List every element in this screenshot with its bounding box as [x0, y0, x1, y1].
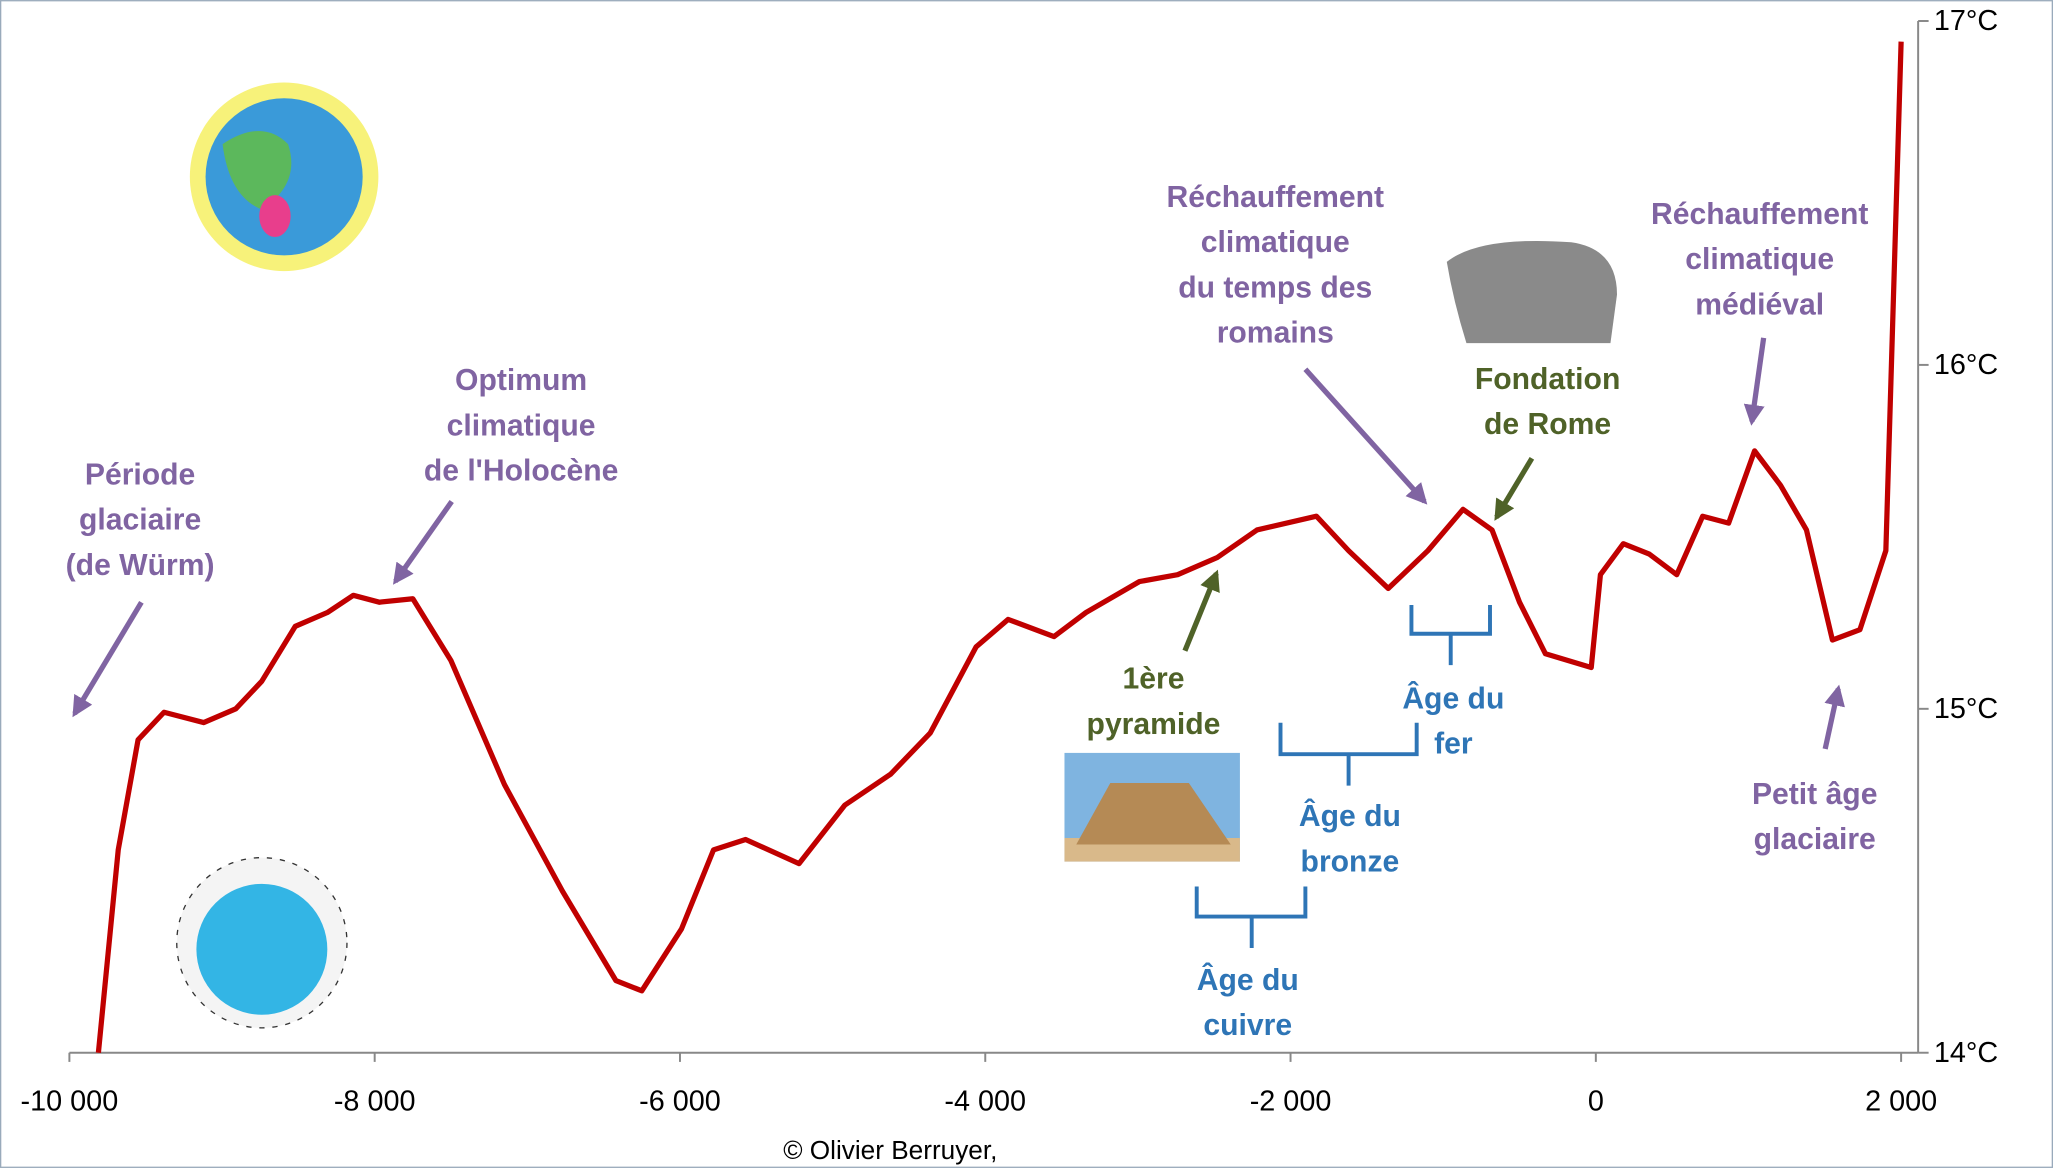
annotation: Âge du cuivre — [1197, 963, 1299, 1042]
annotation-line: climatique — [1201, 226, 1350, 259]
annotation-line: climatique — [447, 409, 596, 442]
braces — [1197, 605, 1490, 948]
annotation-line: Fondation — [1475, 363, 1621, 396]
annotation: Fondation de Rome — [1475, 363, 1621, 441]
annotation-line: du temps des — [1178, 271, 1372, 304]
annotation-line: Petit âge — [1752, 778, 1878, 811]
annotation-line: Âge du — [1197, 963, 1299, 997]
credit: © Olivier Berruyer, — [783, 1135, 997, 1165]
hot-earth — [190, 83, 379, 272]
annotation-line: fer — [1434, 728, 1473, 761]
arrow — [1185, 574, 1216, 651]
x-tick-label: -6 000 — [639, 1085, 721, 1117]
y-tick-label: 16°C — [1934, 349, 1998, 381]
earth — [196, 884, 327, 1015]
x-tick-label: 0 — [1588, 1085, 1604, 1117]
annotation-line: Âge du — [1299, 799, 1401, 833]
annotation-line: Réchauffement — [1651, 198, 1869, 231]
annotation-line: (de Würm) — [66, 549, 215, 582]
annotation-line: glaciaire — [79, 504, 201, 537]
annotation-line: glaciaire — [1754, 823, 1876, 856]
annotation-line: bronze — [1301, 845, 1400, 878]
wolf — [1447, 241, 1617, 343]
annotation-line: de Rome — [1484, 408, 1611, 441]
annotation: Période glaciaire (de Würm) — [66, 458, 215, 581]
arrow — [75, 602, 142, 713]
arrow — [1752, 338, 1764, 422]
arrow — [1497, 458, 1532, 517]
annotation: Réchauffement climatique médiéval — [1651, 198, 1869, 321]
y-tick-label: 17°C — [1934, 5, 1998, 37]
page: {"chart_data": { "type": "line", "x": [-… — [0, 0, 2053, 1168]
x-tick-label: -10 000 — [21, 1085, 119, 1117]
annotation-line: Période — [85, 458, 195, 491]
annotation-line: médiéval — [1695, 288, 1824, 321]
annotation-line: pyramide — [1087, 708, 1221, 741]
annotation: Réchauffement climatique du temps des romai… — [1167, 181, 1385, 350]
brace — [1281, 723, 1417, 786]
chart: © Olivier Berruyer, 14°C 15°C 16°C 17°C -10 … — [0, 0, 2053, 1168]
annotation-line: Optimum — [455, 364, 587, 397]
annotation-line: romains — [1217, 316, 1334, 349]
x-tick-label: -4 000 — [944, 1085, 1026, 1117]
frozen-earth — [177, 858, 347, 1028]
arrow — [395, 502, 451, 582]
arrow — [1305, 369, 1424, 501]
annotation: Optimum climatique de l'Holocène — [424, 364, 619, 487]
y-tick-label: 14°C — [1934, 1037, 1998, 1069]
arrow — [1825, 689, 1838, 749]
annotation-line: de l'Holocène — [424, 455, 619, 488]
x-tick-label: -8 000 — [334, 1085, 416, 1117]
annotation: 1ère pyramide — [1087, 663, 1221, 741]
annotation: Petit âge glaciaire — [1752, 778, 1878, 856]
annotation: Âge du bronze — [1299, 799, 1401, 878]
pyramid-image — [1064, 753, 1239, 862]
annotation-line: 1ère — [1123, 663, 1185, 696]
brace — [1411, 605, 1490, 665]
annotation-line: climatique — [1685, 243, 1834, 276]
y-tick-label: 15°C — [1934, 693, 1998, 725]
wolf-image — [1447, 241, 1617, 343]
annotation-line: Âge du — [1402, 681, 1504, 715]
annotation-line: cuivre — [1203, 1009, 1292, 1042]
brace — [1197, 886, 1306, 948]
tongue — [259, 195, 290, 237]
annotation-line: Réchauffement — [1167, 181, 1385, 214]
x-tick-label: 2 000 — [1865, 1085, 1937, 1117]
x-tick-label: -2 000 — [1250, 1085, 1332, 1117]
